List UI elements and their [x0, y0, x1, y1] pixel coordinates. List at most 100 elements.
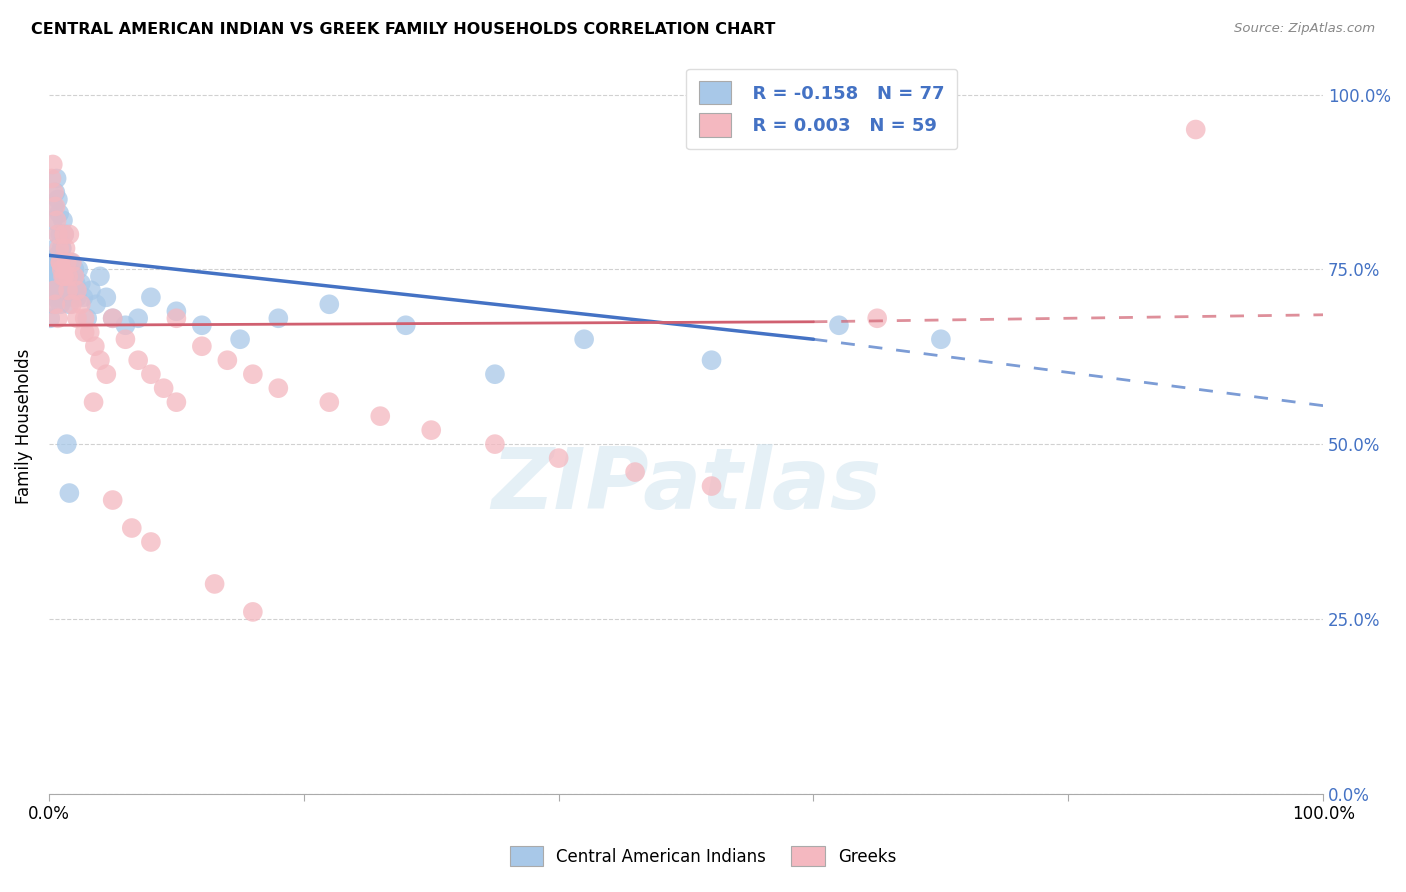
Point: [59, 255, 82, 269]
Point: [484, 437, 506, 451]
Point: [89, 353, 111, 368]
Point: [73, 311, 96, 326]
Legend:   R = -0.158   N = 77,   R = 0.003   N = 59: R = -0.158 N = 77, R = 0.003 N = 59: [686, 69, 957, 149]
Point: [80, 283, 103, 297]
Point: [41, 283, 63, 297]
Point: [42, 157, 65, 171]
Point: [55, 241, 77, 255]
Point: [42, 199, 65, 213]
Point: [700, 353, 723, 368]
Point: [368, 409, 391, 424]
Point: [52, 213, 75, 227]
Point: [96, 290, 118, 304]
Point: [42, 277, 65, 291]
Point: [42, 297, 65, 311]
Point: [127, 353, 149, 368]
Point: [51, 269, 73, 284]
Point: [39, 311, 62, 326]
Point: [101, 311, 124, 326]
Point: [79, 325, 101, 339]
Point: [56, 269, 79, 284]
Point: [547, 451, 569, 466]
Point: [63, 269, 86, 284]
Point: [55, 269, 77, 284]
Point: [60, 297, 83, 311]
Point: [139, 290, 162, 304]
Point: [114, 332, 136, 346]
Point: [866, 311, 889, 326]
Point: [56, 255, 79, 269]
Point: [229, 332, 252, 346]
Point: [44, 186, 66, 200]
Point: [45, 255, 67, 269]
Point: [56, 277, 79, 291]
Point: [395, 318, 418, 333]
Point: [56, 255, 79, 269]
Y-axis label: Family Households: Family Households: [15, 349, 32, 504]
Point: [48, 206, 70, 220]
Point: [65, 277, 87, 291]
Point: [42, 283, 65, 297]
Point: [49, 255, 72, 269]
Point: [48, 290, 70, 304]
Point: [96, 368, 118, 382]
Point: [48, 269, 70, 284]
Point: [46, 311, 69, 326]
Point: [114, 318, 136, 333]
Point: [72, 290, 94, 304]
Point: [44, 262, 66, 277]
Point: [49, 255, 72, 269]
Point: [318, 297, 340, 311]
Point: [84, 297, 107, 311]
Point: [44, 290, 66, 304]
Point: [318, 395, 340, 409]
Point: [66, 290, 89, 304]
Point: [58, 297, 80, 311]
Point: [46, 277, 69, 291]
Point: [49, 227, 72, 242]
Point: [89, 269, 111, 284]
Point: [52, 255, 75, 269]
Point: [165, 395, 187, 409]
Legend: Central American Indians, Greeks: Central American Indians, Greeks: [502, 838, 904, 875]
Point: [60, 255, 83, 269]
Point: [44, 297, 66, 311]
Point: [49, 297, 72, 311]
Point: [828, 318, 851, 333]
Point: [42, 186, 65, 200]
Point: [101, 311, 124, 326]
Point: [49, 283, 72, 297]
Point: [52, 269, 75, 284]
Point: [700, 479, 723, 493]
Point: [66, 283, 89, 297]
Text: Source: ZipAtlas.com: Source: ZipAtlas.com: [1234, 22, 1375, 36]
Point: [929, 332, 952, 346]
Point: [69, 297, 91, 311]
Point: [53, 262, 76, 277]
Point: [48, 241, 70, 255]
Point: [42, 255, 65, 269]
Point: [83, 395, 105, 409]
Point: [51, 241, 73, 255]
Point: [127, 311, 149, 326]
Point: [76, 311, 98, 326]
Point: [1184, 122, 1206, 136]
Point: [44, 199, 66, 213]
Point: [60, 277, 83, 291]
Point: [58, 486, 80, 500]
Point: [48, 262, 70, 277]
Point: [420, 423, 443, 437]
Point: [45, 171, 67, 186]
Point: [42, 269, 65, 284]
Point: [63, 262, 86, 277]
Point: [267, 311, 290, 326]
Point: [139, 368, 162, 382]
Point: [46, 248, 69, 262]
Point: [53, 227, 76, 242]
Point: [139, 535, 162, 549]
Point: [56, 283, 79, 297]
Point: [52, 277, 75, 291]
Point: [242, 368, 264, 382]
Point: [46, 227, 69, 242]
Point: [217, 353, 239, 368]
